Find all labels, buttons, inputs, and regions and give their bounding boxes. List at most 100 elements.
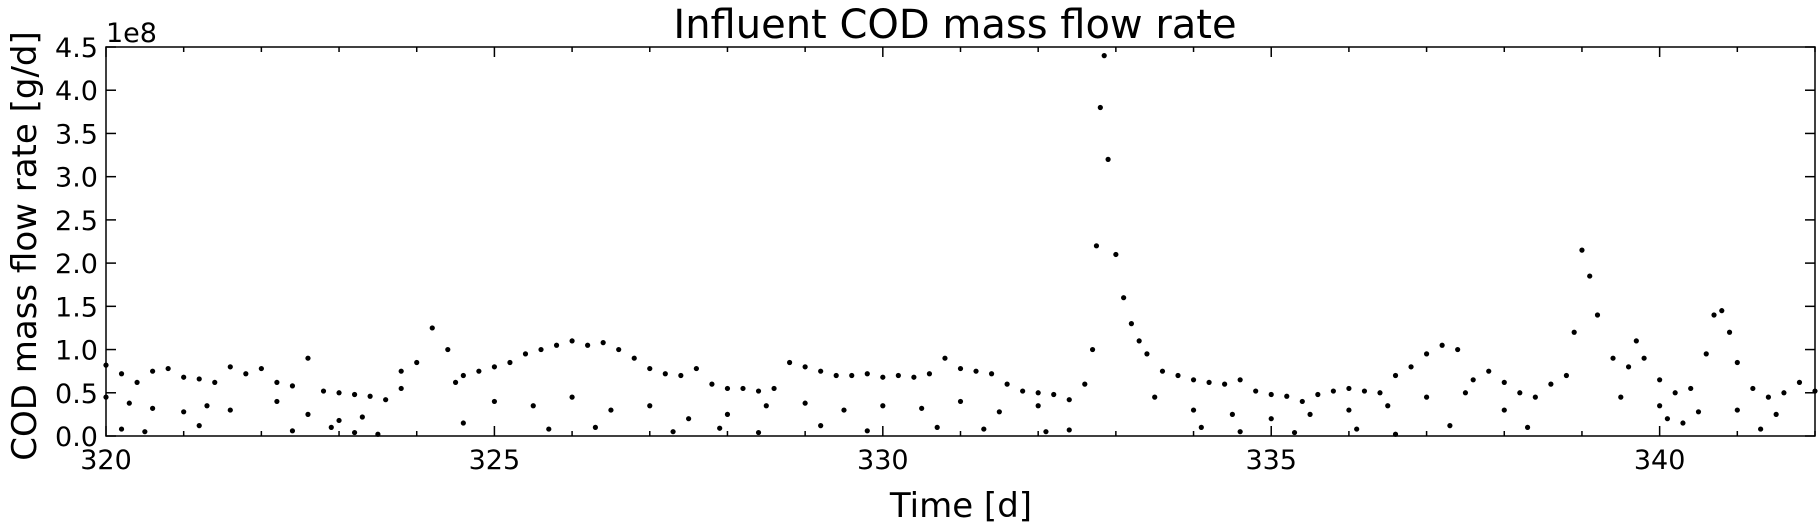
x-tick-label: 325: [469, 445, 521, 476]
data-point: [1113, 251, 1119, 258]
data-point: [1571, 329, 1577, 335]
data-point: [1346, 407, 1352, 413]
data-point: [1680, 420, 1686, 426]
data-point: [1455, 346, 1461, 353]
data-point: [1579, 247, 1585, 253]
data-point: [608, 407, 614, 413]
data-point: [1470, 377, 1476, 383]
data-point: [196, 423, 202, 429]
data-point: [1688, 385, 1694, 392]
axis-ticks: 320 325 330 335 340 0.0 0.5 1.0 1.5 2.0 2.5 3.0 3.5 4…: [55, 33, 1816, 476]
data-point: [351, 391, 358, 398]
data-point: [755, 429, 762, 436]
data-point: [367, 393, 373, 399]
data-point: [227, 364, 233, 370]
data-point: [150, 368, 156, 374]
data-point: [1159, 368, 1166, 374]
data-point: [686, 416, 692, 422]
data-point: [1330, 388, 1336, 394]
data-point: [662, 371, 668, 377]
data-point: [1377, 390, 1383, 396]
data-point: [864, 371, 870, 377]
data-point: [569, 394, 575, 400]
data-point: [118, 371, 125, 377]
y-axis-label: COD mass flow rate [g/d]: [5, 31, 45, 461]
data-point: [530, 403, 536, 409]
data-point: [1035, 390, 1041, 396]
data-point: [1198, 424, 1204, 430]
data-point: [336, 390, 342, 396]
chart-title: Influent COD mass flow rate: [673, 2, 1236, 48]
data-point: [1237, 377, 1243, 383]
data-point: [1462, 390, 1469, 396]
x-tick-label: 340: [1634, 445, 1686, 476]
data-point: [957, 398, 964, 405]
data-point: [336, 417, 342, 424]
data-point: [787, 359, 793, 366]
data-point: [1066, 397, 1072, 403]
y-tick-label: 0.5: [55, 379, 98, 410]
data-point: [289, 383, 296, 389]
data-point: [1594, 312, 1601, 318]
x-tick-label: 335: [1245, 445, 1297, 476]
data-point: [305, 411, 311, 417]
data-point: [1633, 338, 1639, 344]
data-point: [1035, 403, 1041, 409]
data-point: [429, 325, 435, 331]
y-tick-label: 1.5: [55, 292, 98, 323]
data-point: [678, 372, 684, 379]
data-point: [802, 400, 808, 406]
data-point: [1625, 364, 1632, 370]
data-point: [398, 368, 404, 374]
data-point: [1664, 416, 1671, 422]
data-point: [895, 372, 901, 379]
data-point: [1408, 364, 1414, 370]
data-point: [1486, 368, 1492, 374]
data-point: [926, 371, 933, 377]
y-axis-offset-label: 1e8: [106, 18, 157, 49]
data-points: [103, 53, 1818, 437]
data-point: [1268, 391, 1274, 398]
data-point: [670, 429, 676, 435]
y-tick-label: 1.0: [55, 336, 98, 367]
data-point: [305, 355, 311, 361]
data-point: [1423, 351, 1430, 357]
data-point: [724, 385, 731, 392]
data-point: [740, 385, 746, 392]
data-point: [1423, 394, 1430, 400]
data-point: [1043, 429, 1049, 435]
data-point: [818, 368, 824, 374]
data-point: [491, 398, 498, 405]
data-point: [460, 372, 466, 379]
data-point: [988, 371, 995, 377]
data-point: [585, 342, 591, 348]
data-point: [258, 365, 264, 372]
y-tick-label: 4.5: [55, 33, 98, 64]
data-point: [1004, 381, 1010, 387]
data-point: [118, 426, 125, 432]
data-point: [546, 426, 552, 432]
data-point: [1361, 388, 1368, 394]
data-point: [616, 346, 622, 353]
data-point: [1253, 388, 1259, 394]
data-point: [452, 379, 459, 386]
data-point: [243, 371, 249, 377]
data-point: [126, 400, 132, 406]
data-point: [491, 364, 498, 370]
data-point: [227, 407, 233, 413]
data-point: [1097, 104, 1103, 111]
data-point: [1346, 385, 1352, 392]
data-point: [142, 429, 148, 435]
data-point: [841, 407, 847, 413]
data-point: [1082, 381, 1088, 387]
data-point: [569, 338, 575, 344]
data-point: [274, 379, 280, 386]
y-tick-label: 0.0: [55, 422, 98, 453]
data-point: [849, 372, 855, 379]
data-point: [592, 424, 598, 430]
data-point: [328, 424, 334, 430]
data-point: [1237, 429, 1243, 435]
data-point: [1291, 429, 1298, 436]
data-point: [1587, 273, 1593, 279]
